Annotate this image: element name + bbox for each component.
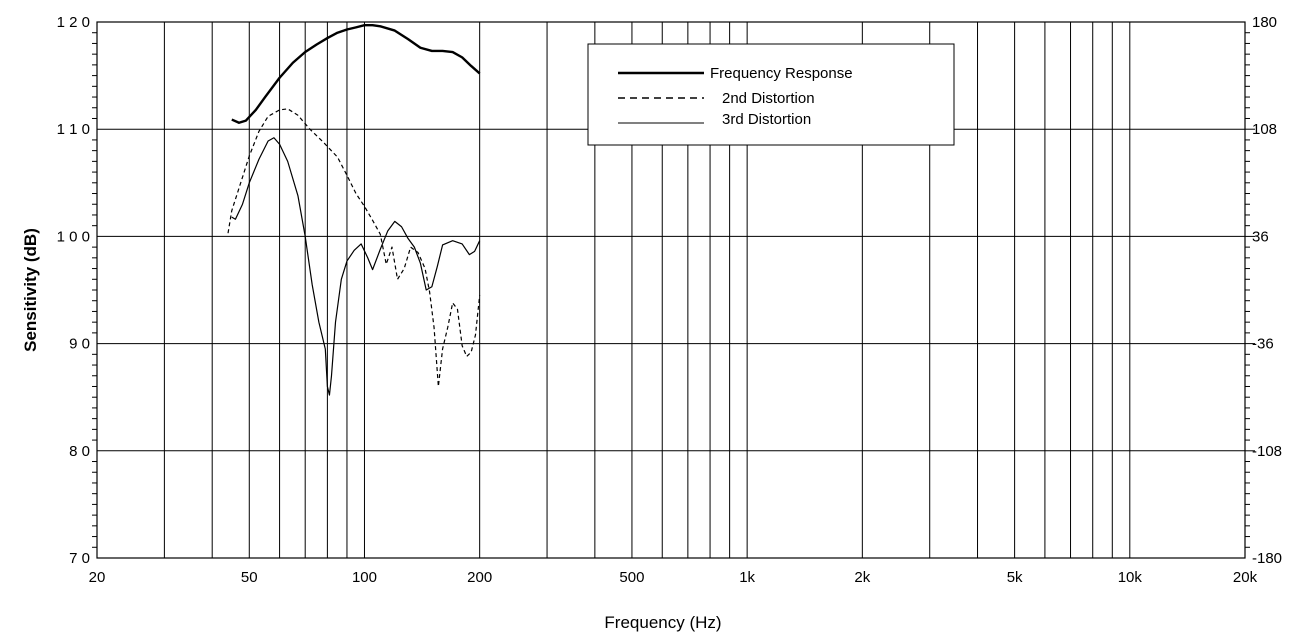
x-tick-label: 20 [89, 569, 106, 586]
legend-label-2nd-distortion: 2nd Distortion [722, 90, 815, 107]
y-axis-tick-labels: 7 0 8 0 9 0 1 0 0 1 1 0 1 2 0 [57, 14, 90, 567]
y2-tick-label: -180 [1252, 550, 1282, 567]
y-tick-label: 1 0 0 [57, 228, 90, 245]
series-line-2nd-distortion [227, 108, 481, 388]
x-axis-title: Frequency (Hz) [604, 613, 721, 632]
y2-tick-label: 36 [1252, 228, 1269, 245]
series-layer [227, 24, 481, 396]
x-tick-label: 500 [619, 569, 644, 586]
x-tick-label: 200 [467, 569, 492, 586]
legend-label-frequency-response: Frequency Response [710, 65, 853, 82]
x-tick-label: 1k [739, 569, 755, 586]
series-line-3rd-distortion [231, 137, 481, 396]
y2-tick-label: -36 [1252, 336, 1274, 353]
y2-tick-label: -108 [1252, 443, 1282, 460]
y2-tick-label: 180 [1252, 14, 1277, 31]
y-tick-label: 7 0 [69, 550, 90, 567]
x-tick-label: 20k [1233, 569, 1258, 586]
x-tick-label: 50 [241, 569, 258, 586]
x-tick-label: 10k [1118, 569, 1143, 586]
legend-label-3rd-distortion: 3rd Distortion [722, 111, 811, 128]
x-tick-label: 100 [352, 569, 377, 586]
legend: Frequency Response 2nd Distortion 3rd Di… [587, 43, 955, 146]
y-tick-label: 9 0 [69, 336, 90, 353]
y-axis-title: Sensitivity (dB) [21, 228, 40, 352]
y2-tick-label: 108 [1252, 121, 1277, 138]
y-tick-label: 8 0 [69, 443, 90, 460]
legend-box [587, 43, 955, 146]
y2-axis-tick-labels: -180 -108 -36 36 108 180 [1252, 14, 1282, 567]
series-line-frequency-response [231, 24, 481, 124]
x-tick-label: 5k [1007, 569, 1023, 586]
x-tick-label: 2k [854, 569, 870, 586]
x-axis-tick-labels: 20 50 100 200 500 1k 2k 5k 10k 20k [89, 569, 1258, 586]
y-tick-label: 1 1 0 [57, 121, 90, 138]
y-tick-label: 1 2 0 [57, 14, 90, 31]
ticks-layer [92, 32, 1255, 548]
